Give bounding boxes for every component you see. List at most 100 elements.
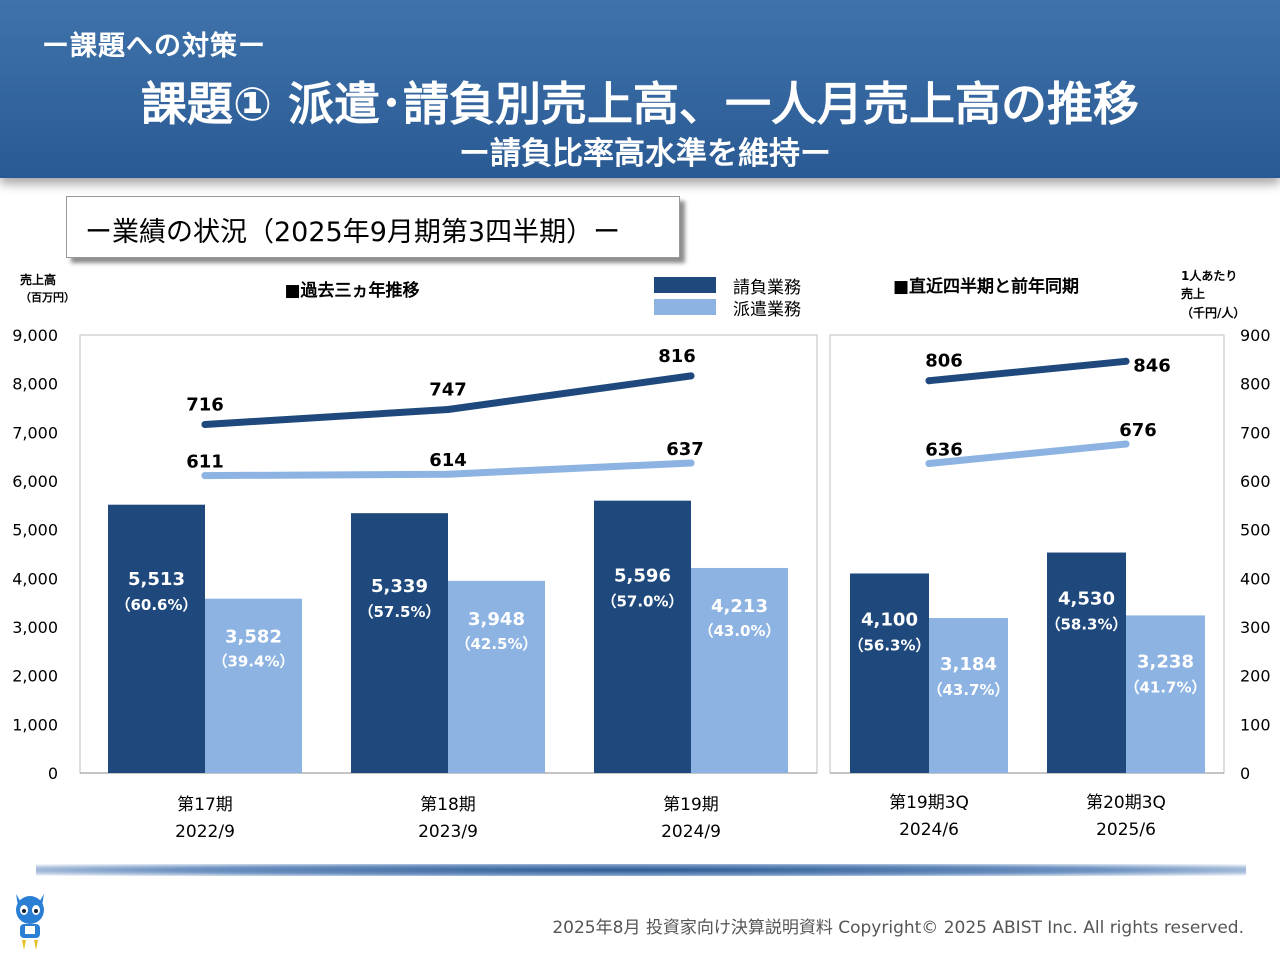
y2-axis-label-line2: 売上	[1181, 286, 1205, 301]
y2-tick-label: 700	[1240, 423, 1271, 442]
legend-label-dispatch: 派遣業務	[733, 300, 801, 320]
line-contract-per-person-label: 806	[925, 351, 963, 372]
y-tick-label: 2,000	[12, 667, 58, 686]
page-title: 課題① 派遣･請負別売上高、一人月売上高の推移	[141, 77, 1139, 131]
y2-tick-label: 800	[1240, 375, 1271, 394]
bar-contract	[850, 573, 929, 773]
x-category-year: 2022/9	[175, 822, 235, 842]
bar-label-contract: 5,596	[614, 566, 671, 587]
bar-dispatch	[205, 598, 302, 773]
y2-tick-label: 500	[1240, 521, 1271, 540]
bar-share-contract: （60.6%）	[115, 596, 197, 614]
x-category-label: 第20期3Q	[1086, 793, 1166, 813]
x-category-year: 2025/6	[1096, 820, 1156, 840]
y2-tick-label: 200	[1240, 667, 1271, 686]
line-contract-per-person-label: 816	[658, 346, 696, 367]
chart2-title: ■直近四半期と前年同期	[893, 276, 1079, 297]
line-dispatch-per-person-point	[1122, 440, 1130, 448]
x-category-label: 第17期	[177, 795, 233, 815]
line-dispatch-per-person-point	[444, 470, 452, 478]
y2-tick-label: 900	[1240, 326, 1271, 345]
y2-tick-label: 600	[1240, 472, 1271, 491]
bar-share-dispatch: （41.7%）	[1124, 678, 1206, 696]
chart1-title: ■過去三ヵ年推移	[284, 280, 419, 301]
bar-share-contract: （58.3%）	[1045, 616, 1127, 634]
y-tick-label: 9,000	[12, 326, 58, 345]
footer-copyright: 2025年8月 投資家向け決算説明資料 Copyright© 2025 ABIS…	[552, 918, 1244, 938]
y-tick-label: 0	[48, 764, 58, 783]
bar-dispatch	[448, 580, 545, 773]
line-contract-per-person-label: 846	[1133, 355, 1171, 376]
line-dispatch-per-person-label: 611	[186, 452, 224, 473]
bar-dispatch	[1126, 615, 1205, 773]
line-contract-per-person	[925, 357, 1130, 385]
line-contract-per-person-label: 747	[429, 379, 467, 400]
bar-label-dispatch: 3,948	[468, 609, 525, 630]
y-tick-label: 7,000	[12, 423, 58, 442]
y2-tick-label: 400	[1240, 569, 1271, 588]
line-dispatch-per-person-point	[687, 459, 695, 467]
header-banner: ー課題への対策ー 課題① 派遣･請負別売上高、一人月売上高の推移 ー請負比率高水…	[0, 0, 1280, 178]
bar-contract	[351, 513, 448, 773]
bar-share-dispatch: （39.4%）	[212, 653, 294, 671]
x-category-year: 2024/9	[661, 822, 721, 842]
x-category-year: 2023/9	[418, 822, 478, 842]
bar-share-contract: （56.3%）	[848, 636, 930, 654]
bar-share-dispatch: （42.5%）	[455, 635, 537, 653]
x-category-label: 第19期3Q	[889, 793, 969, 813]
line-contract-per-person-point	[201, 421, 209, 429]
legend-swatch-contract	[654, 277, 716, 293]
bar-label-dispatch: 3,184	[940, 654, 997, 675]
x-category-year: 2024/6	[899, 820, 959, 840]
bar-contract	[594, 500, 691, 773]
bottom-rule	[36, 864, 1246, 876]
bar-dispatch	[691, 567, 788, 773]
bar-share-dispatch: （43.0%）	[698, 622, 780, 640]
line-contract-per-person-point	[444, 405, 452, 413]
line-contract-per-person-point	[925, 377, 933, 385]
y2-tick-label: 0	[1240, 764, 1250, 783]
line-dispatch-per-person-label: 637	[666, 439, 704, 460]
bar-share-contract: （57.5%）	[358, 603, 440, 621]
y2-tick-label: 300	[1240, 618, 1271, 637]
y-axis-label-unit: （百万円）	[20, 291, 75, 304]
line-dispatch-per-person-point	[925, 459, 933, 467]
x-category-label: 第19期	[663, 795, 719, 815]
y-tick-label: 1,000	[12, 715, 58, 734]
line-dispatch-per-person-point	[201, 472, 209, 480]
bar-contract	[1047, 552, 1126, 773]
x-category-label: 第18期	[420, 795, 476, 815]
bar-label-contract: 5,339	[371, 576, 428, 597]
line-dispatch-per-person-label: 636	[925, 439, 963, 460]
y-tick-label: 4,000	[12, 569, 58, 588]
bar-label-dispatch: 4,213	[711, 596, 768, 617]
status-title: ー業績の状況（2025年9月期第3四半期）ー	[85, 217, 621, 248]
bar-label-contract: 5,513	[128, 569, 185, 590]
y2-tick-label: 100	[1240, 715, 1271, 734]
y2-axis-label: 1人あたり	[1181, 268, 1237, 283]
line-dispatch-per-person	[925, 440, 1130, 467]
bar-dispatch	[929, 618, 1008, 773]
y-tick-label: 3,000	[12, 618, 58, 637]
line-contract-per-person-point	[1122, 357, 1130, 365]
bar-label-contract: 4,100	[861, 609, 918, 630]
mascot-logo	[16, 894, 44, 950]
y-tick-label: 5,000	[12, 521, 58, 540]
bar-share-dispatch: （43.7%）	[927, 681, 1009, 699]
legend-swatch-dispatch	[654, 299, 716, 315]
line-contract-per-person-point	[687, 372, 695, 380]
y-tick-label: 6,000	[12, 472, 58, 491]
bar-label-contract: 4,530	[1058, 589, 1115, 610]
y2-axis-label-unit: （千円/人）	[1181, 305, 1245, 320]
bar-share-contract: （57.0%）	[601, 593, 683, 611]
section-label: ー課題への対策ー	[42, 31, 266, 62]
bar-label-dispatch: 3,238	[1137, 651, 1194, 672]
page-subtitle: ー請負比率高水準を維持ー	[459, 136, 831, 172]
status-box: ー業績の状況（2025年9月期第3四半期）ー	[66, 196, 680, 258]
y-axis-label: 売上高	[20, 272, 56, 287]
line-dispatch-per-person-label: 676	[1119, 420, 1157, 441]
line-contract-per-person-label: 716	[186, 395, 224, 416]
bar-label-dispatch: 3,582	[225, 627, 282, 648]
line-dispatch-per-person-label: 614	[429, 450, 467, 471]
